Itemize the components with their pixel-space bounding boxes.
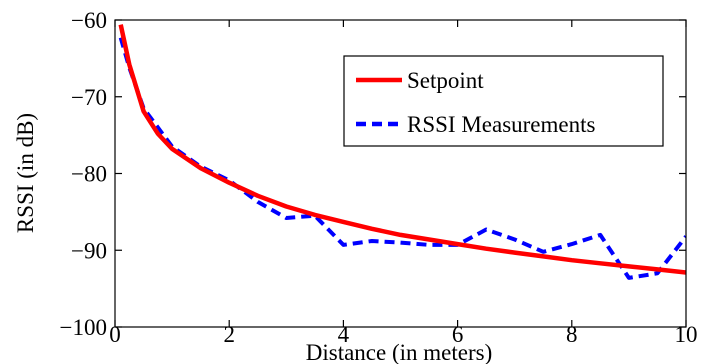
- x-tick-label: 8: [566, 322, 578, 347]
- legend-label-setpoint: Setpoint: [407, 68, 484, 93]
- y-axis-label: RSSI (in dB): [13, 113, 38, 233]
- legend-label-rssi-measurements: RSSI Measurements: [407, 112, 596, 137]
- x-tick-label: 10: [675, 322, 698, 347]
- legend: Setpoint RSSI Measurements: [343, 55, 664, 147]
- series-line-rssi-measurements: [118, 37, 686, 280]
- y-tick-label: −70: [71, 85, 107, 110]
- y-tick-label: −80: [71, 162, 107, 187]
- x-axis-label: Distance (in meters): [306, 340, 492, 364]
- x-tick-label: 0: [109, 322, 121, 347]
- axes: 0 2 4 6 8 10 −100 −90 −80 −70 −60: [60, 8, 698, 347]
- y-tick-label: −100: [60, 315, 107, 340]
- x-tick-label: 6: [452, 322, 464, 347]
- y-tick-label: −90: [71, 238, 107, 263]
- x-tick-label: 4: [338, 322, 350, 347]
- plot-area: [118, 24, 686, 280]
- y-tick-label: −60: [71, 8, 107, 33]
- series-line-setpoint: [118, 24, 686, 275]
- x-tick-label: 2: [223, 322, 235, 347]
- legend-box: [343, 55, 664, 147]
